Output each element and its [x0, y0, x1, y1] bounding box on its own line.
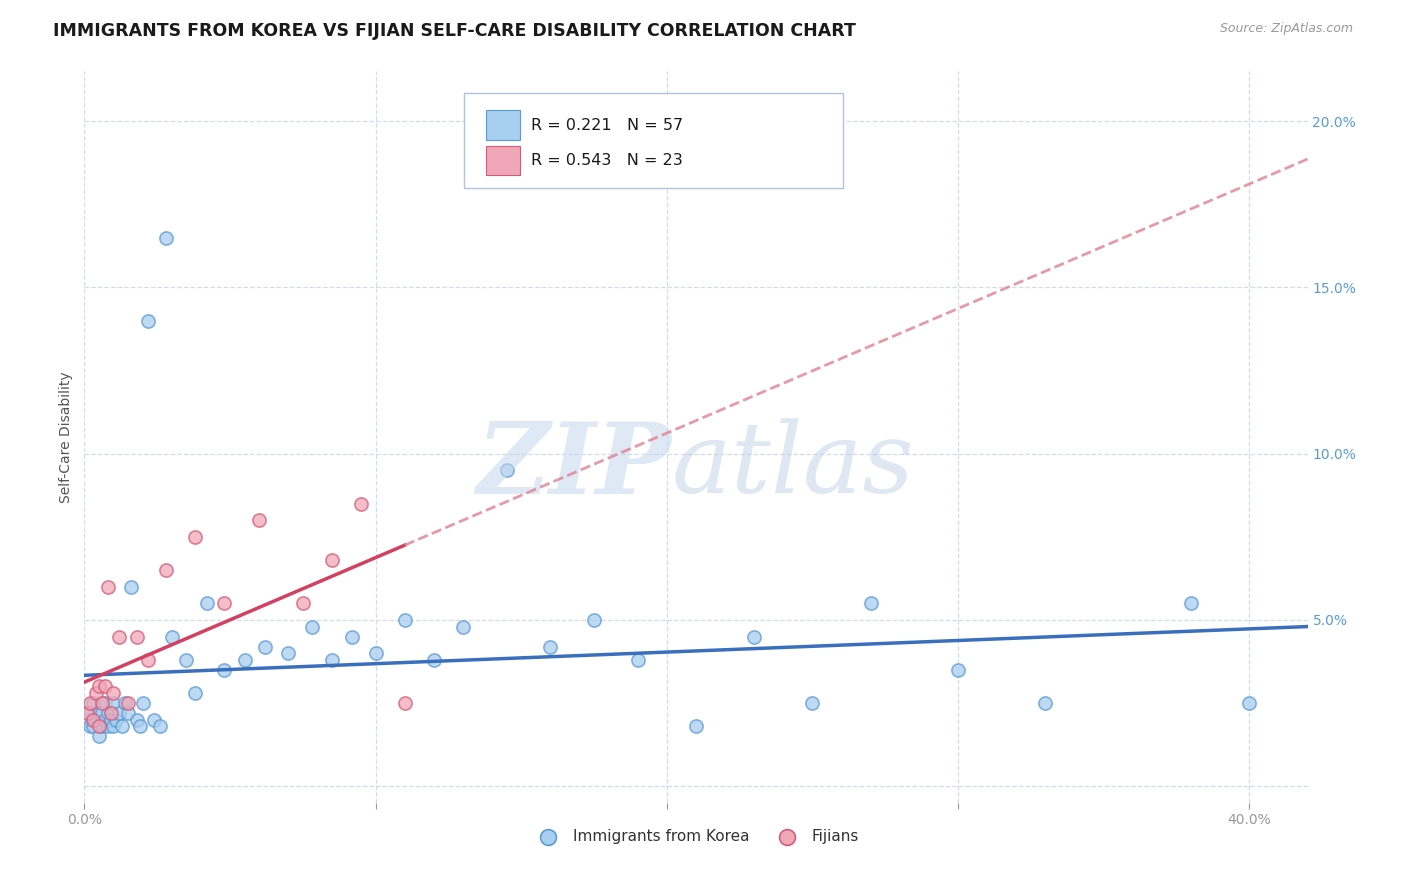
Point — [423, 653, 446, 667]
Point — [125, 713, 148, 727]
Point — [627, 653, 650, 667]
Point — [93, 680, 115, 694]
Point — [90, 719, 112, 733]
FancyBboxPatch shape — [485, 145, 520, 175]
Legend: Immigrants from Korea, Fijians: Immigrants from Korea, Fijians — [527, 822, 865, 850]
Y-axis label: Self-Care Disability: Self-Care Disability — [59, 371, 73, 503]
Point — [212, 663, 235, 677]
Point — [155, 230, 177, 244]
Point — [125, 630, 148, 644]
Point — [128, 719, 150, 733]
Point — [583, 613, 606, 627]
Point — [87, 706, 110, 720]
Point — [155, 563, 177, 577]
Point — [105, 713, 128, 727]
Point — [103, 696, 125, 710]
Point — [685, 719, 707, 733]
Point — [97, 719, 120, 733]
Point — [1239, 696, 1261, 710]
Point — [364, 646, 387, 660]
Point — [87, 680, 110, 694]
Point — [149, 719, 172, 733]
Point — [247, 513, 270, 527]
Point — [117, 696, 139, 710]
Point — [82, 719, 104, 733]
Point — [103, 719, 125, 733]
Point — [100, 713, 122, 727]
Point — [138, 314, 160, 328]
Point — [90, 706, 112, 720]
Point — [301, 619, 323, 633]
Text: IMMIGRANTS FROM KOREA VS FIJIAN SELF-CARE DISABILITY CORRELATION CHART: IMMIGRANTS FROM KOREA VS FIJIAN SELF-CAR… — [53, 22, 856, 40]
Point — [84, 686, 107, 700]
Point — [184, 530, 207, 544]
Point — [742, 630, 765, 644]
Point — [79, 696, 101, 710]
Point — [108, 706, 131, 720]
Point — [195, 596, 218, 610]
Point — [342, 630, 364, 644]
Point — [90, 696, 112, 710]
Point — [859, 596, 882, 610]
Point — [174, 653, 197, 667]
Point — [108, 630, 131, 644]
Point — [111, 719, 134, 733]
Text: R = 0.543   N = 23: R = 0.543 N = 23 — [531, 153, 682, 168]
Point — [79, 706, 101, 720]
Point — [233, 653, 256, 667]
Point — [103, 686, 125, 700]
Point — [117, 706, 139, 720]
Point — [1180, 596, 1202, 610]
Point — [277, 646, 299, 660]
Point — [291, 596, 314, 610]
Point — [131, 696, 153, 710]
Point — [114, 696, 136, 710]
Text: atlas: atlas — [672, 418, 914, 514]
Point — [82, 713, 104, 727]
Point — [946, 663, 969, 677]
Point — [120, 580, 142, 594]
Point — [184, 686, 207, 700]
Point — [321, 653, 343, 667]
Point — [79, 719, 101, 733]
Point — [394, 613, 416, 627]
Point — [93, 696, 115, 710]
Text: R = 0.221   N = 57: R = 0.221 N = 57 — [531, 118, 683, 133]
Text: Source: ZipAtlas.com: Source: ZipAtlas.com — [1219, 22, 1353, 36]
Point — [87, 719, 110, 733]
Point — [538, 640, 561, 654]
Point — [1035, 696, 1057, 710]
Point — [160, 630, 183, 644]
Point — [321, 553, 343, 567]
Point — [801, 696, 824, 710]
Point — [138, 653, 160, 667]
Point — [212, 596, 235, 610]
Point — [82, 696, 104, 710]
Text: ZIP: ZIP — [477, 418, 672, 515]
Point — [76, 706, 98, 720]
FancyBboxPatch shape — [485, 111, 520, 140]
Point — [100, 706, 122, 720]
Point — [97, 706, 120, 720]
Point — [451, 619, 474, 633]
Point — [495, 463, 517, 477]
Point — [93, 713, 115, 727]
Point — [87, 729, 110, 743]
Point — [97, 580, 120, 594]
FancyBboxPatch shape — [464, 94, 842, 188]
Point — [84, 713, 107, 727]
Point — [253, 640, 276, 654]
Point — [143, 713, 166, 727]
Point — [76, 713, 98, 727]
Point — [350, 497, 373, 511]
Point — [394, 696, 416, 710]
